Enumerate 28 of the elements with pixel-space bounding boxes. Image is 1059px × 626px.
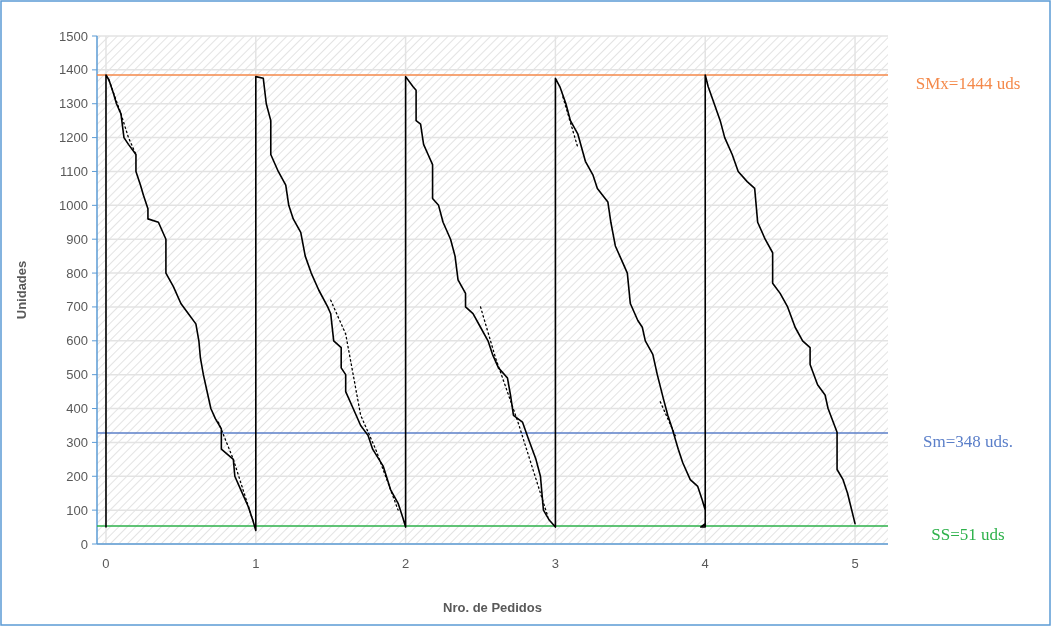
y-tick-label: 1100 bbox=[60, 164, 88, 180]
y-tick-label: 400 bbox=[66, 401, 88, 417]
y-tick-label: 800 bbox=[66, 265, 88, 281]
y-tick-label: 900 bbox=[66, 231, 88, 247]
text: SMx=1444 uds bbox=[915, 73, 1021, 93]
text: SS=51 uds bbox=[931, 525, 1005, 544]
y-axis-title: Unidades bbox=[14, 260, 29, 320]
y-tick-label: 1300 bbox=[59, 96, 88, 112]
y-tick-label: 500 bbox=[66, 367, 88, 383]
y-tick-label: 1500 bbox=[59, 28, 88, 44]
y-tick-label: 1400 bbox=[59, 62, 88, 78]
y-tick-label: 100 bbox=[66, 502, 88, 518]
y-tick-label: 600 bbox=[66, 333, 88, 349]
line-series bbox=[105, 74, 856, 532]
x-tick-label: 0 bbox=[102, 556, 110, 571]
y-tick-label: 1200 bbox=[59, 130, 88, 146]
y-tick-label: 0 bbox=[80, 536, 88, 552]
x-tick-label: 3 bbox=[551, 556, 560, 571]
x-tick-label: 2 bbox=[401, 556, 410, 571]
y-tick-label: 200 bbox=[66, 468, 88, 484]
y-tick-label: 300 bbox=[66, 434, 88, 450]
x-tick-label: 4 bbox=[701, 556, 709, 571]
y-tick-label: 1000 bbox=[59, 197, 88, 213]
x-axis-title: Nro. de Pedidos bbox=[443, 600, 542, 615]
text: Sm=348 uds. bbox=[923, 431, 1013, 451]
x-tick-label: 1 bbox=[252, 556, 260, 571]
y-tick-label: 700 bbox=[66, 299, 88, 315]
x-tick-label: 5 bbox=[851, 556, 859, 571]
